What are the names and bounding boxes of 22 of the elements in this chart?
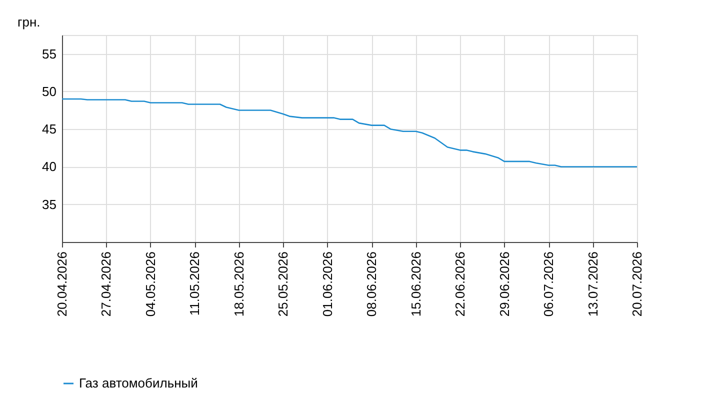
x-tick-label: 25.05.2026 (276, 252, 291, 317)
x-tick-label: 15.06.2026 (408, 252, 424, 317)
line-series (61, 98, 638, 168)
y-tick-label: 45 (42, 122, 56, 137)
x-tick-label: 13.07.2026 (585, 252, 600, 317)
x-tick-label: 01.06.2026 (320, 252, 335, 317)
y-tick-label: 35 (42, 196, 56, 212)
x-tick-label: 27.04.2026 (98, 252, 114, 317)
x-tick-label: 20.04.2026 (54, 252, 70, 317)
y-tick-label: 55 (42, 46, 56, 62)
y-axis-title: грн. (18, 14, 40, 30)
x-tick-label: 18.05.2026 (231, 252, 246, 317)
x-tick-label: 06.07.2026 (541, 252, 556, 317)
x-tick-label: 08.06.2026 (364, 252, 380, 317)
y-tick-label: 50 (42, 84, 56, 99)
legend-label: Газ автомобильный (79, 376, 198, 390)
y-tick-label: 40 (42, 159, 56, 174)
x-tick-label: 20.07.2026 (630, 252, 644, 317)
x-tick-label: 11.05.2026 (187, 252, 202, 316)
x-tick-label: 22.06.2026 (452, 252, 468, 317)
x-tick-label: 04.05.2026 (142, 252, 158, 317)
x-tick-label: 29.06.2026 (496, 252, 512, 317)
